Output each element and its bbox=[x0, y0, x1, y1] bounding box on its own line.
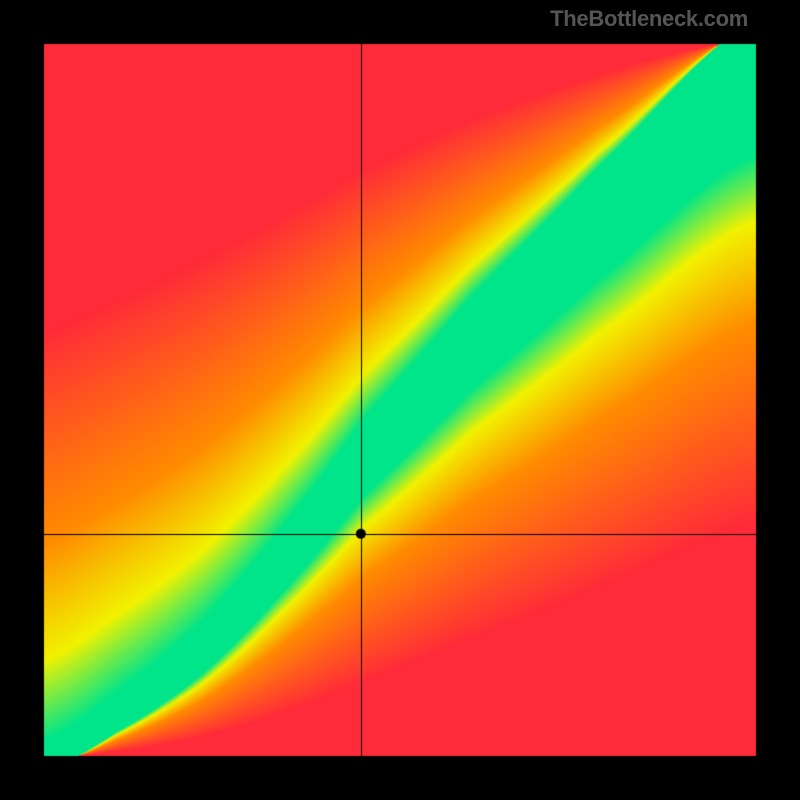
watermark-text: TheBottleneck.com bbox=[550, 6, 748, 32]
bottleneck-heatmap bbox=[0, 0, 800, 800]
chart-container: TheBottleneck.com bbox=[0, 0, 800, 800]
